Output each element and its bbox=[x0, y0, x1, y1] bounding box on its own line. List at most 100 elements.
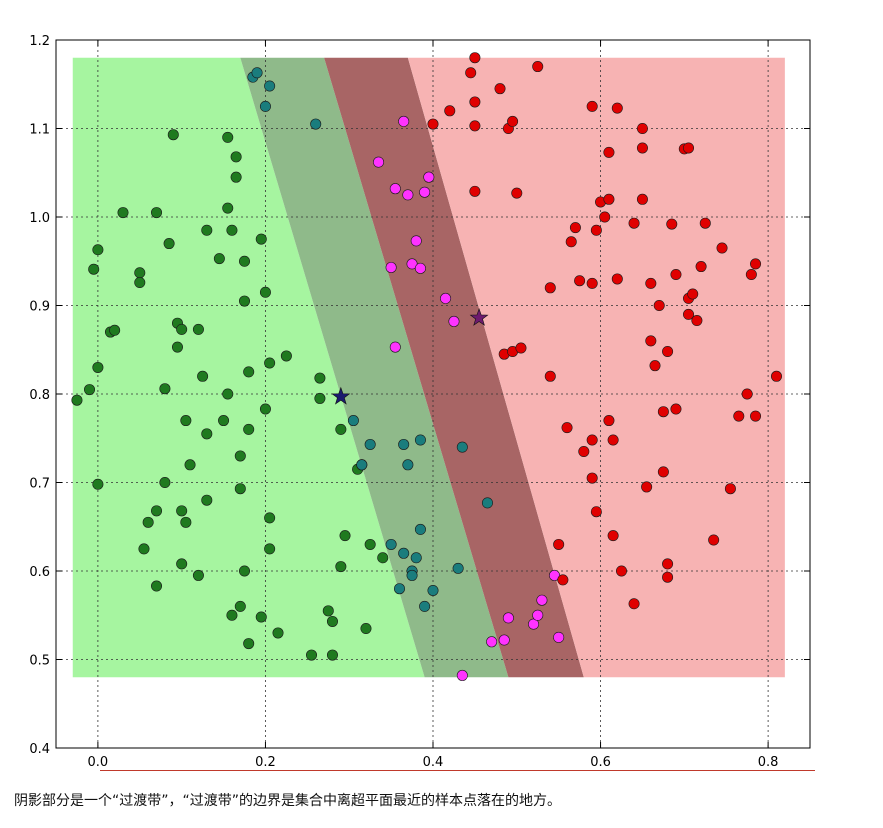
data-point bbox=[163, 238, 175, 250]
data-point bbox=[695, 261, 707, 273]
data-point bbox=[280, 350, 292, 362]
data-point bbox=[553, 631, 565, 643]
y-tick-label: 1.0 bbox=[29, 211, 50, 226]
data-point bbox=[553, 538, 565, 550]
data-point bbox=[502, 612, 514, 624]
data-point bbox=[385, 538, 397, 550]
data-point bbox=[92, 244, 104, 256]
y-tick-label: 0.4 bbox=[29, 742, 50, 757]
data-point bbox=[649, 360, 661, 372]
data-point bbox=[339, 530, 351, 542]
data-point bbox=[574, 275, 586, 287]
axis-ticks: 0.0 0.2 0.4 0.6 0.8 0.4 0.5 0.6 0.7 0.8 0.9 1.0 1.1 1… bbox=[29, 34, 810, 770]
data-point bbox=[159, 383, 171, 395]
grid-lines bbox=[56, 39, 810, 749]
data-point bbox=[469, 185, 481, 197]
red-region bbox=[407, 57, 785, 678]
data-point bbox=[427, 584, 439, 596]
data-point bbox=[544, 282, 556, 294]
data-point bbox=[406, 569, 418, 581]
data-point bbox=[469, 52, 481, 64]
data-point bbox=[452, 562, 464, 574]
data-point bbox=[310, 118, 322, 130]
data-point bbox=[259, 403, 271, 415]
data-point bbox=[213, 253, 225, 265]
y-tick-label: 0.5 bbox=[29, 654, 50, 669]
data-point bbox=[176, 323, 188, 335]
data-point bbox=[770, 370, 782, 382]
y-tick-label: 0.6 bbox=[29, 565, 50, 580]
data-point bbox=[364, 538, 376, 550]
data-point bbox=[414, 434, 426, 446]
data-point bbox=[628, 217, 640, 229]
data-point bbox=[218, 415, 230, 427]
data-point bbox=[176, 505, 188, 517]
data-point bbox=[255, 233, 267, 245]
data-point bbox=[465, 67, 477, 79]
data-point bbox=[322, 605, 334, 617]
data-point bbox=[167, 129, 179, 141]
data-point bbox=[402, 459, 414, 471]
data-point bbox=[201, 224, 213, 236]
data-point bbox=[335, 423, 347, 435]
data-point bbox=[528, 618, 540, 630]
data-point bbox=[662, 558, 674, 570]
data-point bbox=[636, 142, 648, 154]
data-point bbox=[607, 530, 619, 542]
data-point bbox=[670, 269, 682, 281]
data-point bbox=[356, 459, 368, 471]
data-point bbox=[741, 388, 753, 400]
support-star-marker bbox=[331, 386, 351, 405]
data-point bbox=[636, 193, 648, 205]
data-point bbox=[373, 156, 385, 168]
data-point bbox=[603, 193, 615, 205]
data-point bbox=[414, 262, 426, 274]
x-tick-label: 0.4 bbox=[423, 755, 444, 770]
data-point bbox=[230, 151, 242, 163]
data-point bbox=[615, 565, 627, 577]
data-point bbox=[71, 394, 83, 406]
data-point bbox=[326, 649, 338, 661]
data-point bbox=[335, 561, 347, 573]
data-point bbox=[92, 478, 104, 490]
data-point bbox=[239, 295, 251, 307]
data-point bbox=[192, 569, 204, 581]
data-point bbox=[645, 277, 657, 289]
data-point bbox=[599, 211, 611, 223]
support-star-marker bbox=[469, 307, 489, 326]
data-point bbox=[264, 512, 276, 524]
data-point bbox=[389, 341, 401, 353]
data-point bbox=[264, 357, 276, 369]
data-point bbox=[662, 346, 674, 358]
data-point bbox=[745, 269, 757, 281]
data-point bbox=[88, 263, 100, 275]
data-point bbox=[603, 415, 615, 427]
data-point bbox=[264, 80, 276, 92]
data-point bbox=[398, 547, 410, 559]
data-point bbox=[159, 476, 171, 488]
data-point bbox=[653, 299, 665, 311]
data-point bbox=[456, 669, 468, 681]
shaded-regions bbox=[72, 57, 785, 678]
data-point bbox=[607, 434, 619, 446]
data-point bbox=[226, 609, 238, 621]
data-point bbox=[314, 392, 326, 404]
data-point bbox=[326, 615, 338, 627]
data-point bbox=[590, 506, 602, 518]
data-point bbox=[683, 142, 695, 154]
data-point bbox=[259, 286, 271, 298]
data-point bbox=[243, 638, 255, 650]
data-point bbox=[750, 410, 762, 422]
data-point bbox=[226, 224, 238, 236]
data-point bbox=[750, 258, 762, 270]
data-point bbox=[314, 372, 326, 384]
data-point bbox=[657, 466, 669, 478]
data-point bbox=[239, 255, 251, 267]
scatter-chart: 0.0 0.2 0.4 0.6 0.8 0.4 0.5 0.6 0.7 0.8 0.9 1.0 1.1 1… bbox=[29, 34, 811, 770]
data-point bbox=[306, 649, 318, 661]
data-point bbox=[259, 100, 271, 112]
y-tick-label: 1.2 bbox=[29, 34, 50, 49]
transition-band-green bbox=[240, 57, 509, 678]
data-point bbox=[192, 323, 204, 335]
data-point bbox=[222, 202, 234, 214]
